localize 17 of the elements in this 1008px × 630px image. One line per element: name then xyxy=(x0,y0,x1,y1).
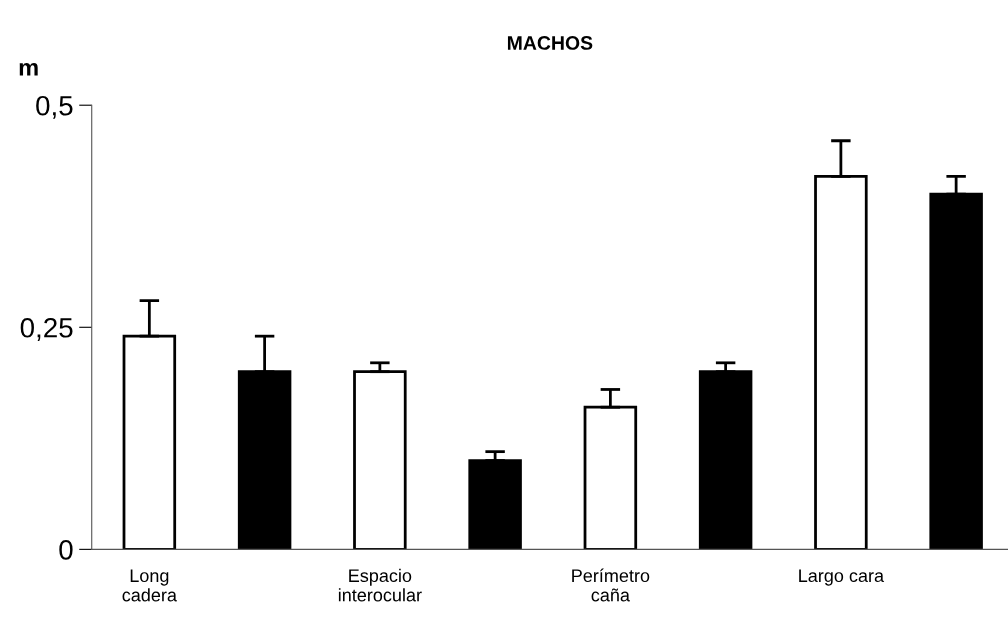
x-tick-label: Perímetro caña xyxy=(572,568,650,602)
bar xyxy=(814,174,868,550)
bar xyxy=(698,370,753,550)
bar xyxy=(929,192,983,550)
x-tick-label: Long cadera xyxy=(122,569,177,602)
bar xyxy=(122,334,177,550)
bar xyxy=(237,370,292,550)
y-axis-title: m xyxy=(19,62,38,76)
bar xyxy=(583,405,638,550)
y-tick-label: 0 xyxy=(59,540,73,560)
chart-title: MACHOS xyxy=(507,36,593,50)
y-tick-label: 0,25 xyxy=(20,317,73,341)
y-tick-label: 0,5 xyxy=(36,95,73,119)
x-tick-label: Largo cara xyxy=(799,569,885,586)
bar xyxy=(468,459,522,550)
bar xyxy=(353,370,407,550)
x-tick-label: Espacio interocular xyxy=(338,568,422,602)
